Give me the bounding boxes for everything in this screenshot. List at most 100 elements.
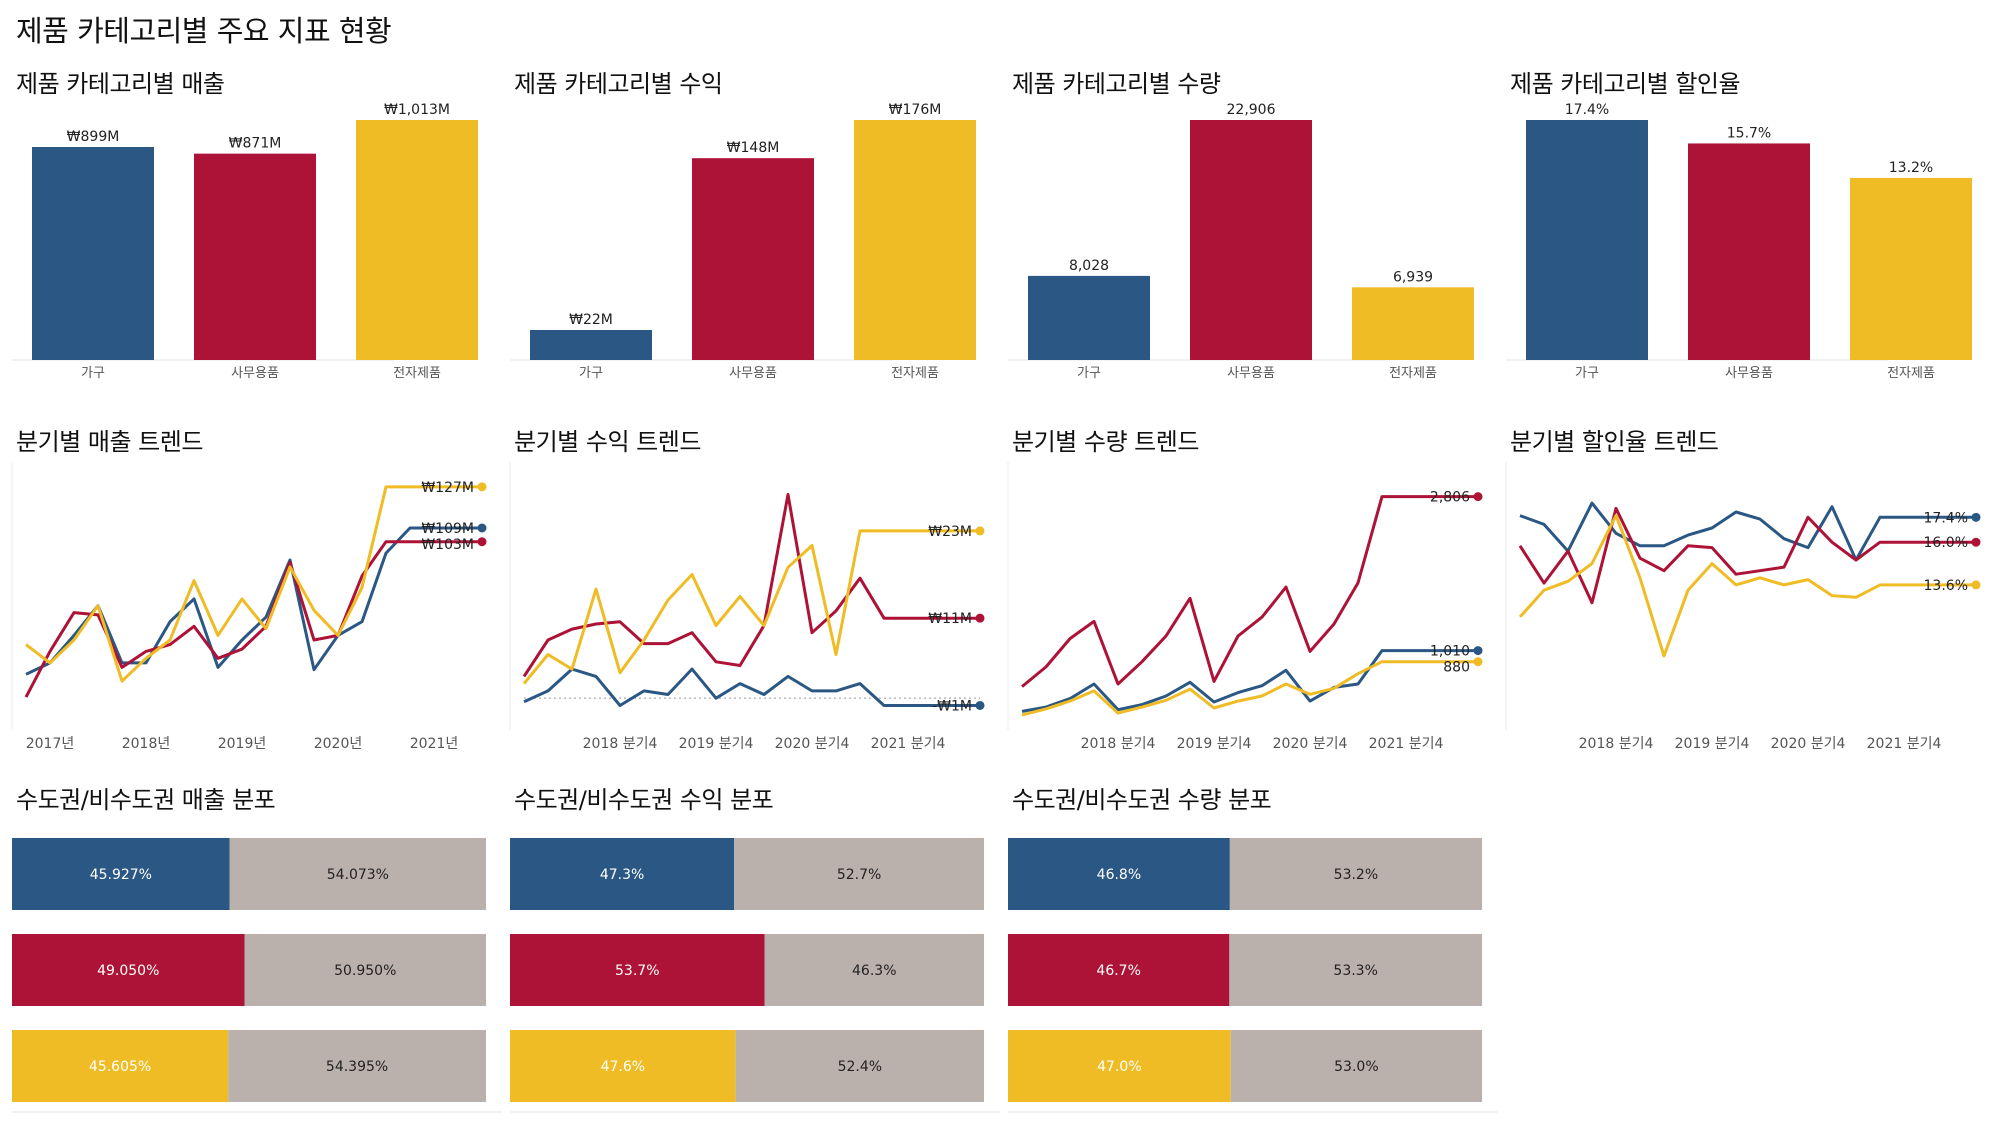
end-label: 2,806 [1430,490,1470,506]
bar-전자제품[interactable] [1352,287,1474,360]
capital-percent-label: 53.7% [615,963,659,979]
capital-segment-가구[interactable] [510,838,735,910]
non-capital-segment-전자제품[interactable] [228,1030,486,1102]
data-label: ₩22M [569,312,613,328]
category-label: 전자제품 [891,366,939,381]
bar-가구[interactable] [1526,120,1648,360]
capital-segment-전자제품[interactable] [1008,1030,1231,1102]
data-label: ₩1,013M [384,102,450,118]
bar-chart-sales[interactable]: ₩899M 가구 ₩871M 사무용품 ₩1,013M 전자제품 [12,102,478,406]
data-label: 13.2% [1889,160,1933,176]
bar-chart-quantity[interactable]: 8,028 가구 22,906 사무용품 6,939 전자제품 [1008,102,1474,406]
line-chart-profit[interactable]: ₩23M ₩11M -₩1M 2018 분기4 2019 분기4 2020 분기4 2021… [509,462,1000,762]
end-point [1473,646,1483,656]
non-capital-segment-사무용품[interactable] [1229,934,1482,1006]
non-capital-percent-label: 54.073% [327,867,389,883]
capital-segment-가구[interactable] [1008,838,1230,910]
bar-사무용품[interactable] [1688,143,1810,360]
series-line-가구[interactable] [1021,649,1478,713]
capital-segment-가구[interactable] [12,838,230,910]
capital-segment-사무용품[interactable] [1008,934,1230,1006]
series-line-사무용품[interactable] [1518,506,1976,605]
series-line-전자제품[interactable] [1021,660,1478,717]
x-tick-label: 2021 분기4 [1369,736,1444,752]
x-tick-label: 2018년 [122,736,171,752]
non-capital-segment-전자제품[interactable] [735,1030,984,1102]
series-line-가구[interactable] [25,526,482,676]
bar-chart-discount[interactable]: 17.4% 가구 15.7% 사무용품 13.2% 전자제품 [1506,102,1972,406]
panel-line-qty: 분기별 수량 트렌드 2,806 1,010 880 2018 분기4 2019 분기4… [1007,422,1498,762]
capital-segment-전자제품[interactable] [510,1030,736,1102]
x-tick-label: 2021 분기4 [1867,736,1942,752]
line-chart-sales[interactable]: ₩127M ₩109M₩103M 2017년 2018년 2019년 2020년 2021년 [11,462,502,762]
category-label: 가구 [81,366,105,381]
category-label: 사무용품 [231,366,279,381]
data-label: ₩176M [889,102,942,118]
line-chart-discount[interactable]: 17.4% 16.0% 13.6% 2018 분기4 2019 분기4 2020 분기4 2… [1505,462,1996,762]
series-line-사무용품[interactable] [24,540,482,698]
series-line-전자제품[interactable] [1518,514,1976,658]
panel-line-discount: 분기별 할인율 트렌드 17.4% 16.0% 13.6% 2018 분기4 2019 … [1505,422,1996,762]
category-label: 사무용품 [729,366,777,381]
series-line-사무용품[interactable] [1021,495,1478,688]
data-label: 15.7% [1727,125,1771,141]
x-tick-label: 2018 분기4 [1579,736,1654,752]
non-capital-segment-사무용품[interactable] [764,934,984,1006]
bar-가구[interactable] [1028,275,1150,360]
x-tick-label: 2020 분기4 [1273,736,1348,752]
non-capital-segment-가구[interactable] [734,838,984,910]
end-label: ₩103M [421,537,474,553]
non-capital-percent-label: 54.395% [326,1059,388,1075]
series-line-가구[interactable] [523,667,980,707]
series-line-전자제품[interactable] [522,529,980,685]
end-point [1971,512,1981,522]
data-label: ₩871M [229,136,282,152]
distribution-chart-quantity[interactable]: 46.8% 53.2% 46.7% 53.3% 47.0% 53.0% [1008,820,1498,1120]
panel-title: 분기별 수량 트렌드 [1012,428,1199,456]
bar-전자제품[interactable] [1850,177,1972,360]
capital-percent-label: 47.0% [1097,1059,1141,1075]
non-capital-segment-가구[interactable] [229,838,487,910]
x-tick-label: 2018 분기4 [583,736,658,752]
series-line-사무용품[interactable] [522,493,980,678]
series-line-가구[interactable] [1519,501,1976,562]
non-capital-segment-사무용품[interactable] [244,934,486,1006]
bar-chart-profit[interactable]: ₩22M 가구 ₩148M 사무용품 ₩176M 전자제품 [510,102,976,406]
end-label: -₩1M [932,698,972,714]
capital-segment-전자제품[interactable] [12,1030,229,1102]
non-capital-percent-label: 53.0% [1334,1059,1378,1075]
non-capital-segment-전자제품[interactable] [1230,1030,1482,1102]
series-line-전자제품[interactable] [25,485,482,683]
distribution-chart-sales[interactable]: 45.927% 54.073% 49.050% 50.950% 45.605% 54.39… [12,820,502,1120]
end-label: ₩109M [421,521,474,537]
x-tick-label: 2019 분기4 [1177,736,1252,752]
data-label: ₩148M [727,140,780,156]
data-label: ₩899M [67,129,120,145]
non-capital-segment-가구[interactable] [1229,838,1482,910]
capital-segment-사무용품[interactable] [510,934,765,1006]
bar-가구[interactable] [32,147,154,360]
bar-가구[interactable] [530,330,652,360]
non-capital-percent-label: 52.4% [838,1059,882,1075]
x-tick-label: 2021 분기4 [871,736,946,752]
panel-title: 제품 카테고리별 수익 [514,70,723,98]
bar-전자제품[interactable] [854,120,976,360]
panel-dist-qty: 수도권/비수도권 수량 분포 46.8% 53.2% 46.7% 53.3% 47.0%… [1008,780,1498,1120]
bar-사무용품[interactable] [692,158,814,360]
bar-사무용품[interactable] [194,153,316,360]
end-label: 1,010 [1430,644,1470,660]
capital-segment-사무용품[interactable] [12,934,245,1006]
category-label: 전자제품 [393,366,441,381]
data-label: 8,028 [1069,258,1109,274]
end-point [975,613,985,623]
end-label: ₩23M [928,524,972,540]
bar-사무용품[interactable] [1190,120,1312,360]
bar-전자제품[interactable] [356,120,478,360]
capital-percent-label: 45.605% [89,1059,151,1075]
x-tick-label: 2019년 [218,736,267,752]
x-tick-label: 2020 분기4 [775,736,850,752]
capital-percent-label: 47.3% [600,867,644,883]
distribution-chart-profit[interactable]: 47.3% 52.7% 53.7% 46.3% 47.6% 52.4% [510,820,1000,1120]
category-label: 가구 [1077,366,1101,381]
